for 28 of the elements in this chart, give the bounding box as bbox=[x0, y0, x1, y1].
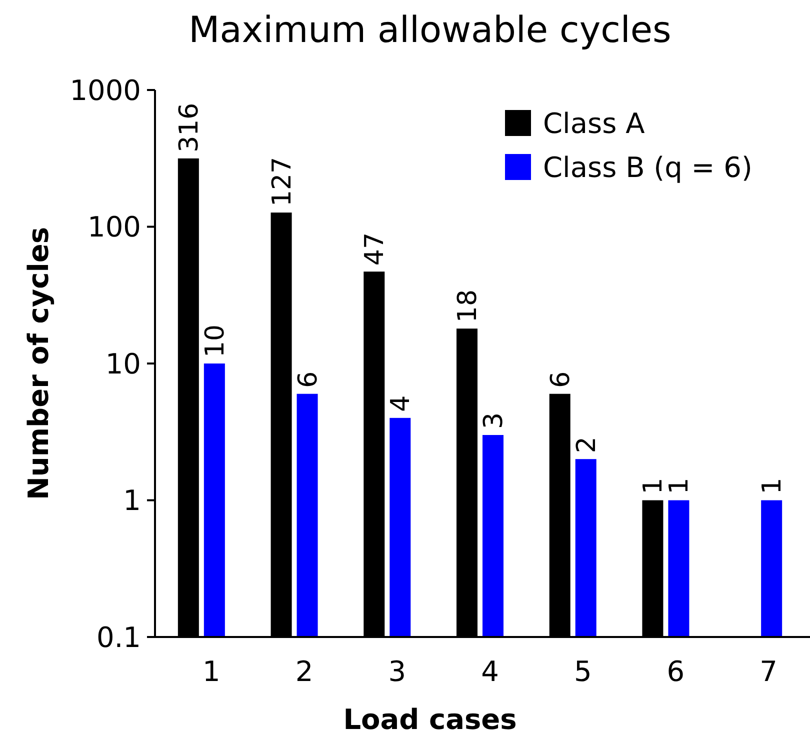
x-axis-title: Load cases bbox=[343, 703, 517, 736]
y-tick-label: 1000 bbox=[70, 74, 141, 107]
legend-label: Class B (q = 6) bbox=[543, 150, 752, 184]
y-tick-label: 0.1 bbox=[96, 620, 141, 654]
data-label: 6 bbox=[546, 371, 576, 388]
x-tick-label: 2 bbox=[295, 655, 314, 688]
data-label: 127 bbox=[267, 156, 298, 207]
x-tick-label: 4 bbox=[481, 655, 499, 688]
legend-label: Class A bbox=[543, 106, 645, 140]
data-label: 316 bbox=[174, 102, 204, 152]
y-axis-title: Number of cycles bbox=[22, 227, 55, 500]
data-label: 6 bbox=[293, 371, 324, 388]
chart-title: Maximum allowable cycles bbox=[188, 10, 672, 51]
data-label: 18 bbox=[453, 290, 483, 323]
data-label: 2 bbox=[572, 436, 602, 454]
x-tick-label: 6 bbox=[666, 655, 685, 688]
data-label: 4 bbox=[386, 395, 416, 412]
x-tick-label: 7 bbox=[760, 655, 778, 688]
x-tick-label: 5 bbox=[574, 655, 592, 688]
data-label: 47 bbox=[360, 232, 390, 266]
y-tick-label: 100 bbox=[88, 210, 141, 244]
y-tick-label: 1 bbox=[123, 484, 141, 518]
data-label: 3 bbox=[479, 412, 509, 430]
x-tick-label: 3 bbox=[388, 655, 406, 688]
data-label: 10 bbox=[200, 324, 230, 358]
x-tick-label: 1 bbox=[202, 655, 220, 688]
data-label: 1 bbox=[758, 478, 788, 494]
y-tick-label: 10 bbox=[105, 347, 141, 380]
